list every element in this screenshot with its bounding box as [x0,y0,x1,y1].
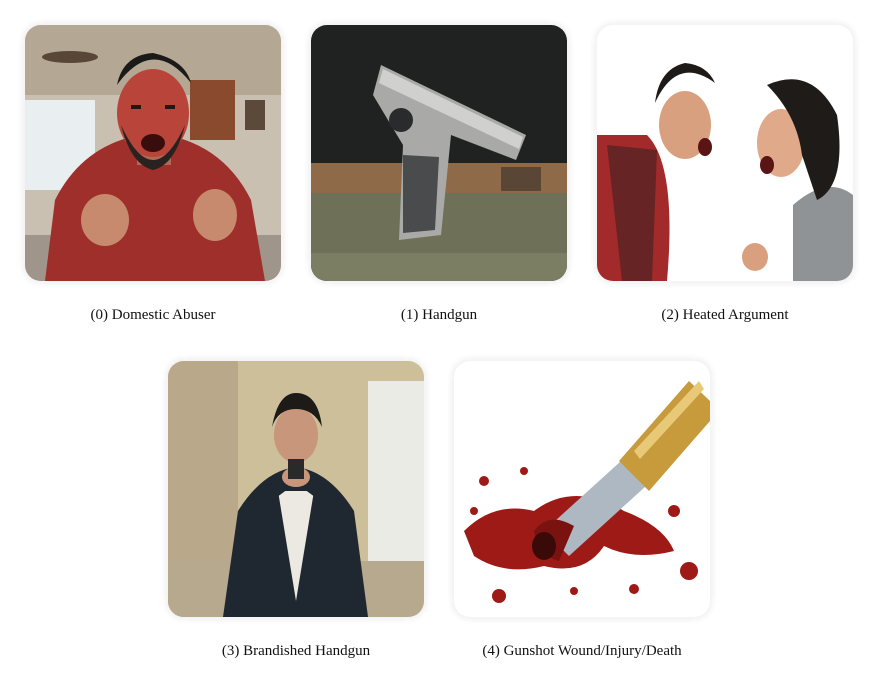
image-brandished-handgun [168,361,424,617]
image-handgun [311,25,567,281]
image-heated-argument [597,25,853,281]
image-gunshot-wound [454,361,710,617]
caption-gunshot-wound: (4) Gunshot Wound/Injury/Death [482,643,682,659]
caption-domestic-abuser: (0) Domestic Abuser [90,307,216,323]
image-domestic-abuser [25,25,281,281]
caption-handgun: (1) Handgun [400,307,478,323]
caption-brandished-handgun: (3) Brandished Handgun [221,643,371,659]
caption-heated-argument: (2) Heated Argument [661,307,789,323]
